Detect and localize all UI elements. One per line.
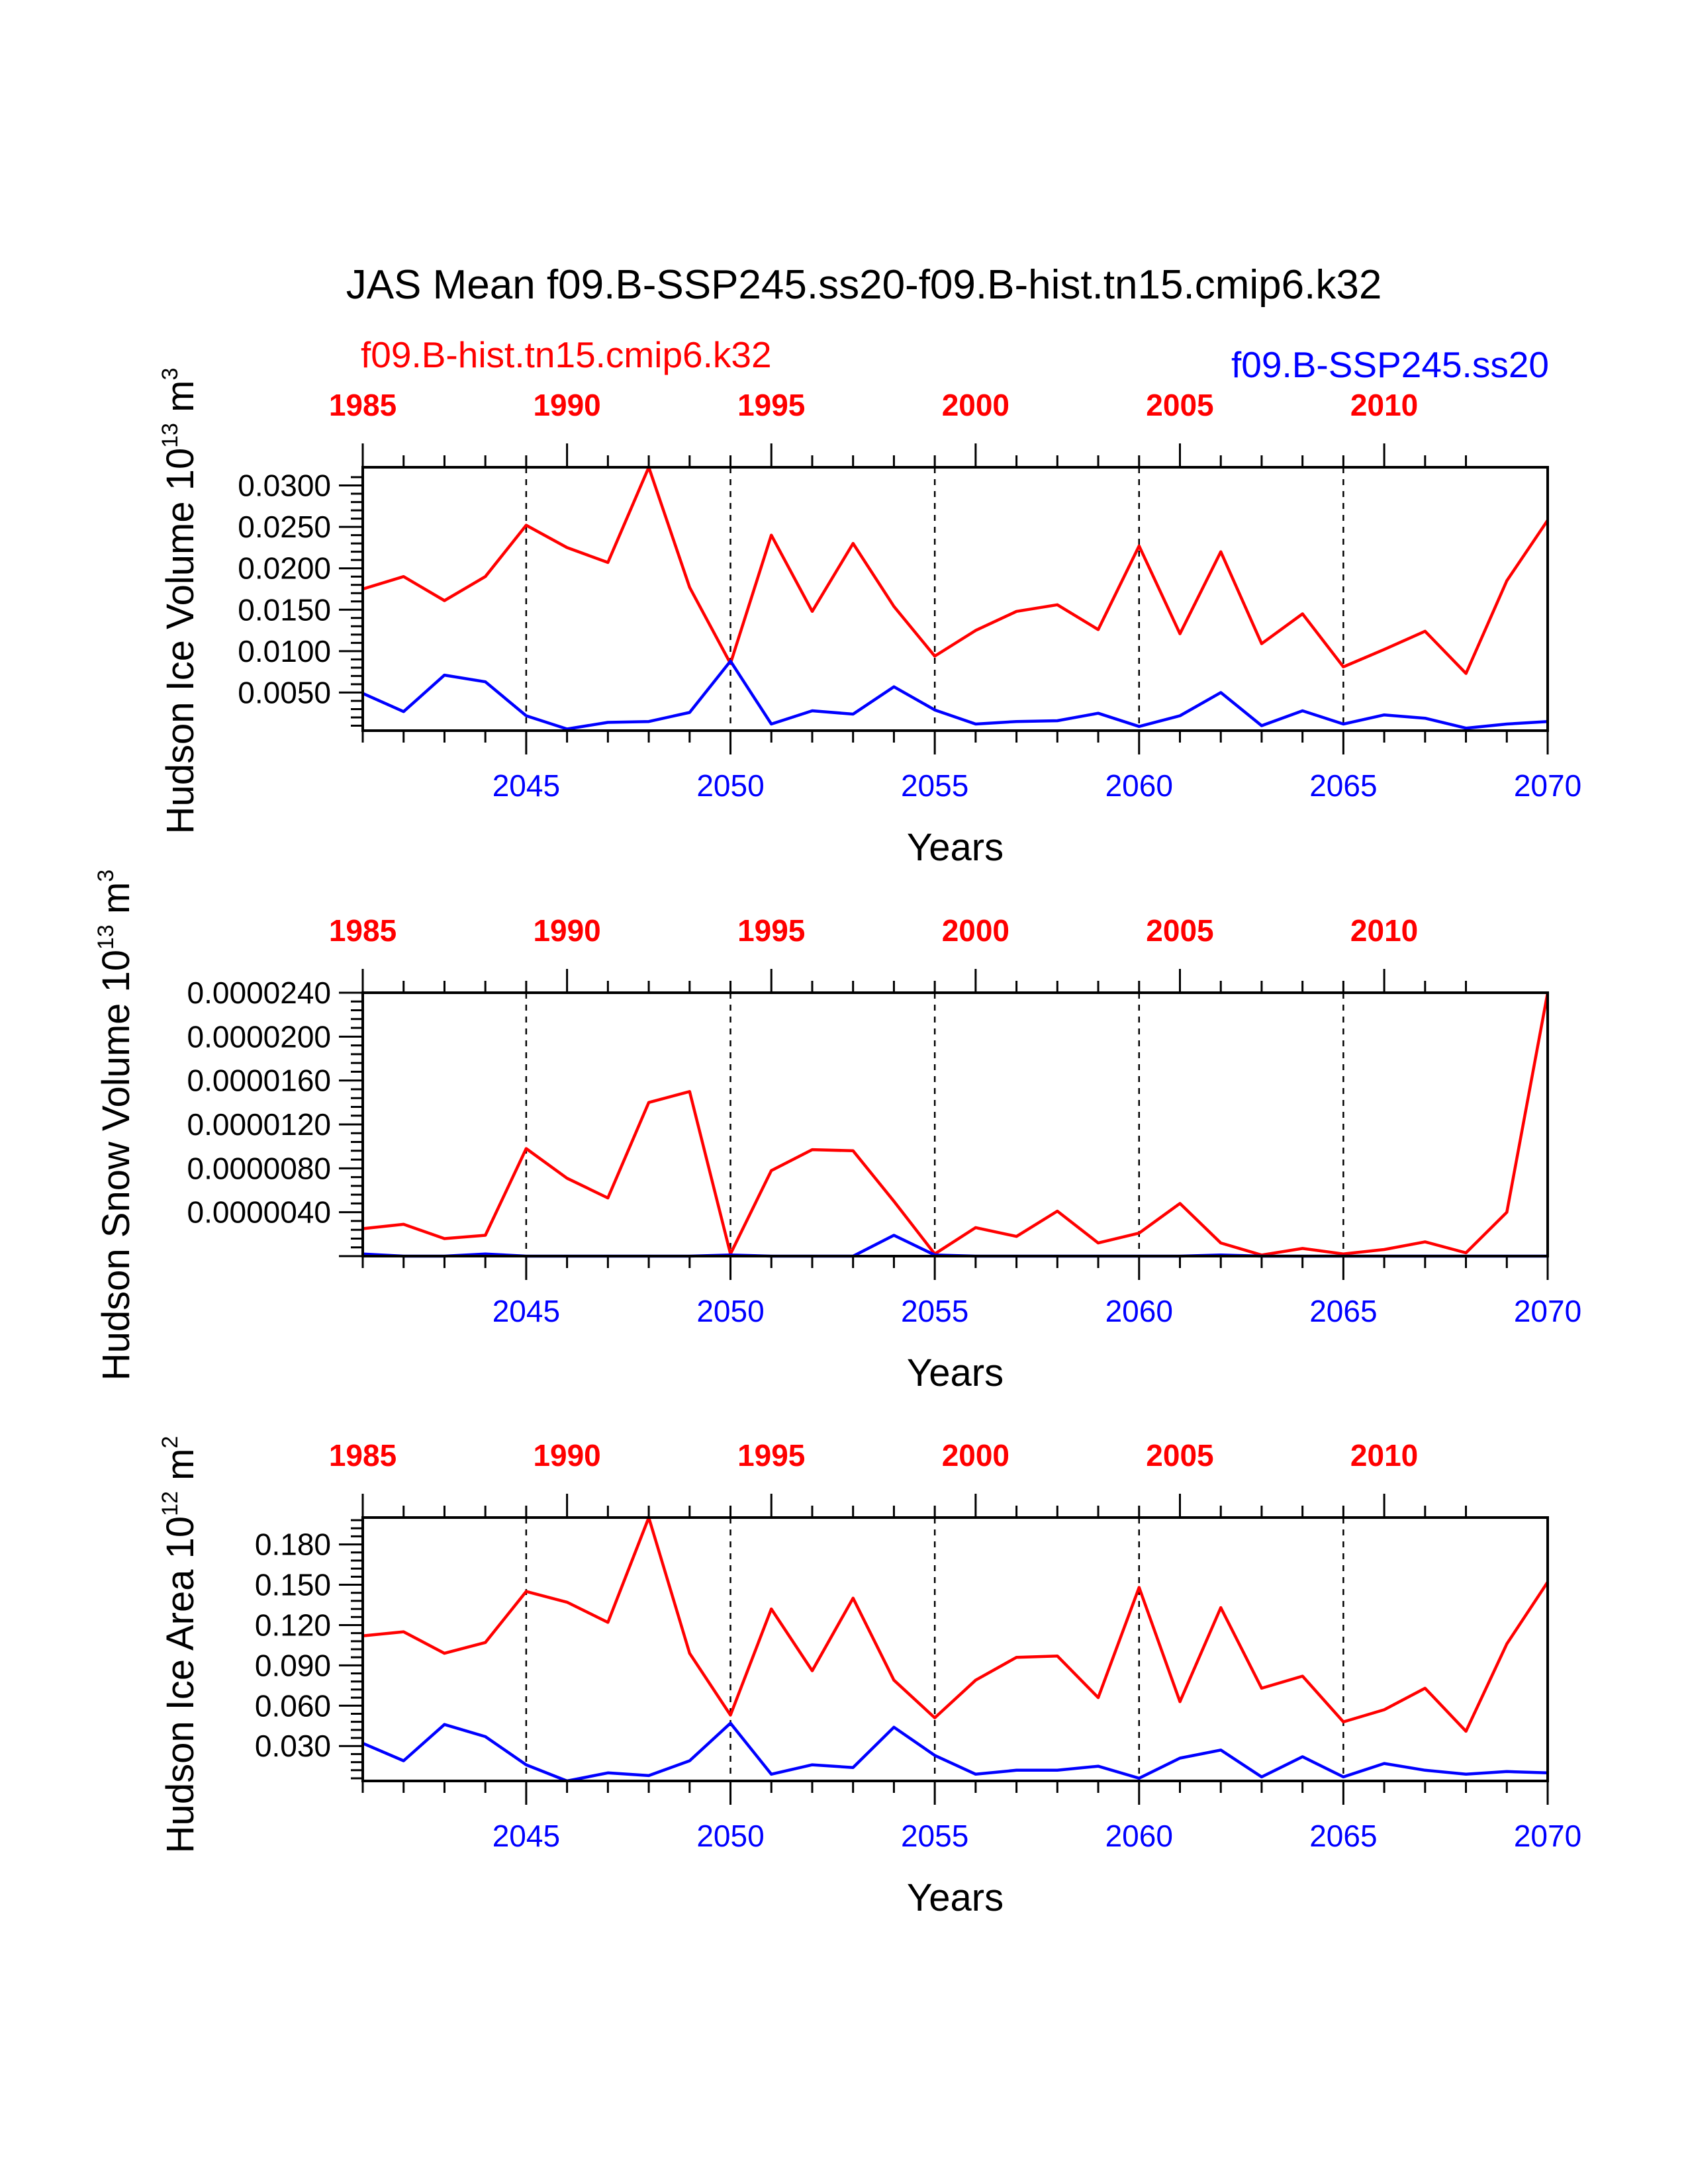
x-tick-label-top: 2005	[1146, 913, 1213, 948]
x-tick-label-bottom: 2050	[696, 768, 764, 803]
x-tick-label-bottom: 2050	[696, 1294, 764, 1328]
x-tick-label-top: 2000	[942, 1438, 1009, 1473]
y-tick-label: 0.0200	[238, 551, 331, 586]
x-tick-label-top: 1990	[533, 913, 600, 948]
x-tick-label-top: 1990	[533, 388, 600, 422]
series-ssp-line	[362, 1721, 1548, 1783]
x-tick-label-bottom: 2055	[901, 768, 968, 803]
y-tick-label: 0.0250	[238, 510, 331, 544]
y-tick-label: 0.0000160	[187, 1064, 331, 1098]
x-axis-title: Years	[907, 1351, 1004, 1394]
y-tick-label: 0.120	[255, 1608, 331, 1642]
y-tick-label: 0.150	[255, 1568, 331, 1602]
chart-title: JAS Mean f09.B-SSP245.ss20-f09.B-hist.tn…	[346, 262, 1382, 308]
y-tick-label: 0.0300	[238, 469, 331, 503]
x-tick-label-bottom: 2070	[1514, 768, 1581, 803]
x-tick-label-top: 2000	[942, 913, 1009, 948]
x-tick-label-top: 2010	[1350, 913, 1418, 948]
series-ssp-line	[362, 1234, 1548, 1258]
x-tick-label-top: 1985	[329, 1438, 397, 1473]
x-tick-label-bottom: 2045	[492, 1819, 560, 1853]
y-tick-label: 0.060	[255, 1688, 331, 1723]
plot-frame	[361, 1516, 1549, 1782]
x-tick-label-top: 2010	[1350, 388, 1418, 422]
y-tick-label: 0.090	[255, 1648, 331, 1682]
x-tick-label-top: 2010	[1350, 1438, 1418, 1473]
x-tick-label-top: 2005	[1146, 1438, 1213, 1473]
x-tick-label-bottom: 2065	[1309, 1819, 1377, 1853]
y-tick-label: 0.0050	[238, 675, 331, 709]
series-hist-line	[362, 1516, 1549, 1733]
panel-3: 2045 2050 2055 2060 2065 2070 1985 1990 1995 2000…	[158, 1436, 1581, 1919]
x-tick-label-bottom: 2070	[1514, 1294, 1581, 1328]
y-tick-label: 0.0000040	[187, 1195, 331, 1230]
x-tick-label-bottom: 2065	[1309, 1294, 1377, 1328]
series-hist-line	[362, 465, 1549, 675]
x-tick-label-bottom: 2060	[1105, 768, 1173, 803]
panel-2: 2045 2050 2055 2060 2065 2070 1985 1990 1995 2000…	[93, 870, 1581, 1394]
y-tick-label: 0.0150	[238, 592, 331, 627]
y-tick-label: 0.0000120	[187, 1107, 331, 1142]
x-tick-label-top: 2000	[942, 388, 1009, 422]
x-tick-label-top: 1990	[533, 1438, 600, 1473]
x-tick-label-top: 1995	[737, 1438, 805, 1473]
x-tick-label-bottom: 2055	[901, 1819, 968, 1853]
x-tick-label-top: 1985	[329, 388, 397, 422]
x-tick-label-bottom: 2060	[1105, 1294, 1173, 1328]
x-tick-label-bottom: 2060	[1105, 1819, 1173, 1853]
y-tick-label: 0.030	[255, 1729, 331, 1763]
x-axis-title: Years	[907, 1876, 1004, 1919]
plot-frame	[361, 466, 1549, 732]
x-tick-label-bottom: 2065	[1309, 768, 1377, 803]
y-tick-label: 0.0000200	[187, 1019, 331, 1054]
y-axis-title: Hudson Snow Volume 1013 m3	[93, 870, 138, 1381]
series-ssp-line	[362, 659, 1548, 731]
plot-frame	[361, 991, 1549, 1257]
y-tick-label: 0.0000240	[187, 976, 331, 1010]
x-tick-label-bottom: 2055	[901, 1294, 968, 1328]
x-tick-label-top: 1985	[329, 913, 397, 948]
y-tick-label: 0.0100	[238, 634, 331, 668]
legend-hist-label: f09.B-hist.tn15.cmip6.k32	[361, 334, 772, 375]
x-axis-title: Years	[907, 826, 1004, 869]
x-tick-label-bottom: 2045	[492, 1294, 560, 1328]
y-axis-title: Hudson Ice Volume 1013 m3	[158, 368, 202, 835]
x-tick-label-bottom: 2045	[492, 768, 560, 803]
panel-1: 2045 2050 2055 2060 2065 2070 1985 1990 1995 2000…	[158, 368, 1581, 869]
y-axis-title: Hudson Ice Area 1012 m2	[158, 1436, 202, 1854]
y-tick-label: 0.0000080	[187, 1151, 331, 1185]
legend-ssp-label: f09.B-SSP245.ss20	[1231, 344, 1549, 385]
y-tick-label: 0.180	[255, 1527, 331, 1562]
x-tick-label-top: 2005	[1146, 388, 1213, 422]
x-tick-label-bottom: 2070	[1514, 1819, 1581, 1853]
x-tick-label-top: 1995	[737, 913, 805, 948]
x-tick-label-bottom: 2050	[696, 1819, 764, 1853]
series-hist-line	[362, 992, 1550, 1257]
x-tick-label-top: 1995	[737, 388, 805, 422]
